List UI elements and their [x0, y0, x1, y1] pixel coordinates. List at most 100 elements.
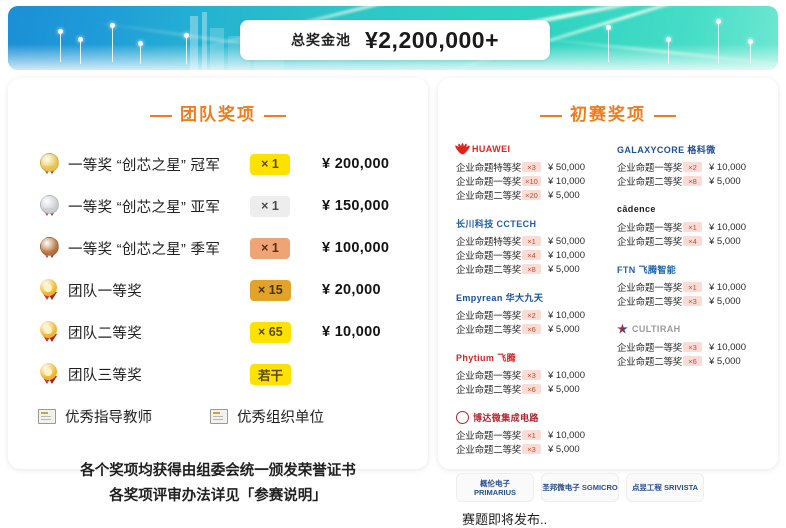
sponsor-award-row: 企业命题二等奖 ×6 ¥ 5,000 — [617, 354, 764, 369]
sponsor-block: 博达微集成电路 企业命题一等奖 ×1 ¥ 10,000 企业命题二等奖 ×3 ¥ 5,000 — [456, 409, 603, 456]
sponsor-logo-text: CULTIRAH — [632, 324, 681, 334]
sponsor-award-name: 企业命题一等奖 — [456, 371, 522, 382]
galaxycore-logo: GALAXYCORE 格科微 — [617, 141, 764, 157]
award-name: 团队三等奖 — [68, 367, 142, 384]
somcad-logo-card[interactable]: 圣邦微电子 SGMICRO — [541, 473, 619, 502]
award-amount: ¥ 10,000 — [322, 324, 381, 340]
rosette-icon — [38, 363, 60, 385]
prize-pool-label: 总奖金池 — [290, 32, 351, 48]
sponsor-award-name: 企业命题二等奖 — [456, 385, 522, 396]
coming-soon-label: 赛题即将发布.. — [462, 512, 548, 527]
sponsor-award-count: ×3 — [522, 162, 541, 172]
team-awards-title: 团队奖项 — [8, 100, 428, 125]
preliminary-awards-title-text: 初赛奖项 — [570, 105, 646, 124]
honor-item-organization: 优秀组织单位 — [210, 406, 324, 427]
sponsor-award-row: 企业命题二等奖 ×8 ¥ 5,000 — [456, 262, 603, 277]
sponsor-award-name: 企业命题二等奖 — [617, 357, 683, 368]
sponsor-award-amount: ¥ 10,000 — [709, 341, 746, 353]
sponsor-award-amount: ¥ 5,000 — [709, 355, 741, 367]
sponsor-award-row: 企业命题特等奖 ×3 ¥ 50,000 — [456, 160, 603, 175]
award-amount: ¥ 100,000 — [322, 240, 390, 256]
sponsor-block: 长川科技 CCTECH 企业命题特等奖 ×1 ¥ 50,000 企业命题一等奖 ×4 ¥ 1… — [456, 215, 603, 277]
huawei-logo: HUAWEI — [454, 141, 603, 157]
sponsor-logo-text: Phytium 飞腾 — [456, 352, 517, 363]
bronze-medal-icon — [38, 237, 60, 259]
sponsor-block: Phytium 飞腾 企业命题一等奖 ×3 ¥ 10,000 企业命题二等奖 ×6 ¥ 5,… — [456, 349, 603, 397]
award-count-wrap: × 1 — [250, 237, 322, 259]
award-count-wrap: 若干 — [250, 363, 322, 385]
sponsor-award-count: ×3 — [522, 444, 541, 454]
rosette-icon — [38, 321, 60, 343]
award-name: 团队二等奖 — [68, 325, 142, 342]
sponsor-award-amount: ¥ 10,000 — [709, 281, 746, 293]
sponsor-award-row: 企业命题二等奖 ×4 ¥ 5,000 — [617, 234, 764, 249]
xinyuan-logo-card[interactable]: 点昱工程 SRIVISTA — [626, 473, 704, 502]
awards-footnote: 各个奖项均获得由组委会统一颁发荣誉证书 各奖项评审办法详见「参赛说明」 — [8, 459, 428, 509]
award-row: 一等奖 “创芯之星” 亚军 × 1 ¥ 150,000 — [8, 185, 428, 227]
sponsor-award-row: 企业命题二等奖 ×3 ¥ 5,000 — [456, 442, 603, 457]
sponsor-block: cādence 企业命题一等奖 ×1 ¥ 10,000 企业命题二等奖 ×4 ¥ 5,000 — [617, 201, 764, 248]
sponsor-award-amount: ¥ 10,000 — [709, 161, 746, 173]
sponsor-award-name: 企业命题一等奖 — [617, 283, 683, 294]
sponsor-award-count: ×6 — [683, 356, 702, 366]
sponsor-award-count: ×3 — [683, 296, 702, 306]
award-count-wrap: × 1 — [250, 153, 322, 175]
award-count-wrap: × 15 — [250, 279, 322, 301]
sponsor-block: GALAXYCORE 格科微 企业命题一等奖 ×2 ¥ 10,000 企业命题二等奖 ×8… — [617, 141, 764, 189]
sponsor-award-row: 企业命题二等奖 ×3 ¥ 5,000 — [617, 294, 764, 309]
sponsor-award-name: 企业命题一等奖 — [617, 223, 683, 234]
award-name: 团队一等奖 — [68, 283, 142, 300]
award-amount: ¥ 20,000 — [322, 282, 381, 298]
sponsor-award-count: ×3 — [683, 342, 702, 352]
ftn-logo: FTN 飞腾智能 — [617, 261, 764, 277]
semitronix-logo: 博达微集成电路 — [456, 409, 603, 425]
sponsor-award-amount: ¥ 10,000 — [548, 249, 585, 261]
sponsor-award-name: 企业命题二等奖 — [617, 237, 683, 248]
primarius-logo-card[interactable]: 概伦电子 PRIMARIUS — [456, 473, 534, 502]
sponsor-award-amount: ¥ 5,000 — [548, 323, 580, 335]
award-count-badge: × 1 — [250, 153, 290, 175]
sponsor-award-count: ×2 — [683, 162, 702, 172]
sponsor-award-count: ×20 — [522, 190, 541, 200]
sponsor-award-name: 企业命题一等奖 — [617, 343, 683, 354]
title-dash-left — [150, 114, 172, 117]
sponsor-logo-text: cādence — [617, 204, 656, 214]
logo-card-text: 点昱工程 SRIVISTA — [631, 483, 699, 492]
award-count-badge: × 1 — [250, 195, 290, 217]
sponsor-award-amount: ¥ 5,000 — [709, 235, 741, 247]
certificate-icon — [38, 408, 56, 424]
sponsor-award-name: 企业命题一等奖 — [456, 177, 522, 188]
sponsor-award-name: 企业命题特等奖 — [456, 237, 522, 248]
sponsor-award-count: ×1 — [522, 430, 541, 440]
award-count-badge: × 1 — [250, 237, 290, 259]
prize-page: 总奖金池 ¥2,200,000+ 团队奖项 一等奖 “创芯之星” 冠军 × 1 ¥ … — [8, 6, 778, 527]
sponsor-award-row: 企业命题二等奖 ×8 ¥ 5,000 — [617, 174, 764, 189]
sponsor-award-row: 企业命题一等奖 ×2 ¥ 10,000 — [617, 160, 764, 175]
sponsor-award-name: 企业命题一等奖 — [456, 431, 522, 442]
sponsor-award-count: ×2 — [522, 310, 541, 320]
sponsor-award-amount: ¥ 5,000 — [709, 295, 741, 307]
sponsor-award-count: ×8 — [683, 176, 702, 186]
award-count-wrap: × 1 — [250, 195, 322, 217]
logo-card-text: 概伦电子 PRIMARIUS — [473, 478, 517, 497]
sponsor-column: HUAWEI 企业命题特等奖 ×3 ¥ 50,000 企业命题一等奖 ×10 ¥ 10,00… — [454, 141, 603, 469]
cultirah-logo: CULTIRAH — [617, 321, 764, 337]
sponsor-award-count: ×4 — [522, 250, 541, 260]
sponsor-award-count: ×6 — [522, 384, 541, 394]
sponsor-award-row: 企业命题一等奖 ×3 ¥ 10,000 — [617, 340, 764, 355]
sponsor-award-count: ×1 — [683, 222, 702, 232]
gold-medal-icon — [38, 153, 60, 175]
prize-pool-value: ¥2,200,000+ — [364, 26, 500, 53]
rosette-icon — [38, 279, 60, 301]
sponsor-award-count: ×1 — [522, 236, 541, 246]
sponsor-award-amount: ¥ 5,000 — [548, 443, 580, 455]
sponsor-logo-text: 长川科技 CCTECH — [456, 218, 537, 229]
sponsor-award-amount: ¥ 5,000 — [548, 263, 580, 275]
sponsor-award-name: 企业命题一等奖 — [456, 251, 522, 262]
sponsor-award-name: 企业命题二等奖 — [617, 297, 683, 308]
sponsor-logo-text: Empyrean 华大九天 — [456, 292, 544, 303]
team-awards-list: 一等奖 “创芯之星” 冠军 × 1 ¥ 200,000 一等奖 “创芯之星” 亚军 × … — [8, 143, 428, 395]
footnote-line-2: 各奖项评审办法详见「参赛说明」 — [109, 488, 327, 504]
sponsor-award-row: 企业命题一等奖 ×2 ¥ 10,000 — [456, 308, 603, 323]
sponsor-award-name: 企业命题二等奖 — [456, 191, 522, 202]
